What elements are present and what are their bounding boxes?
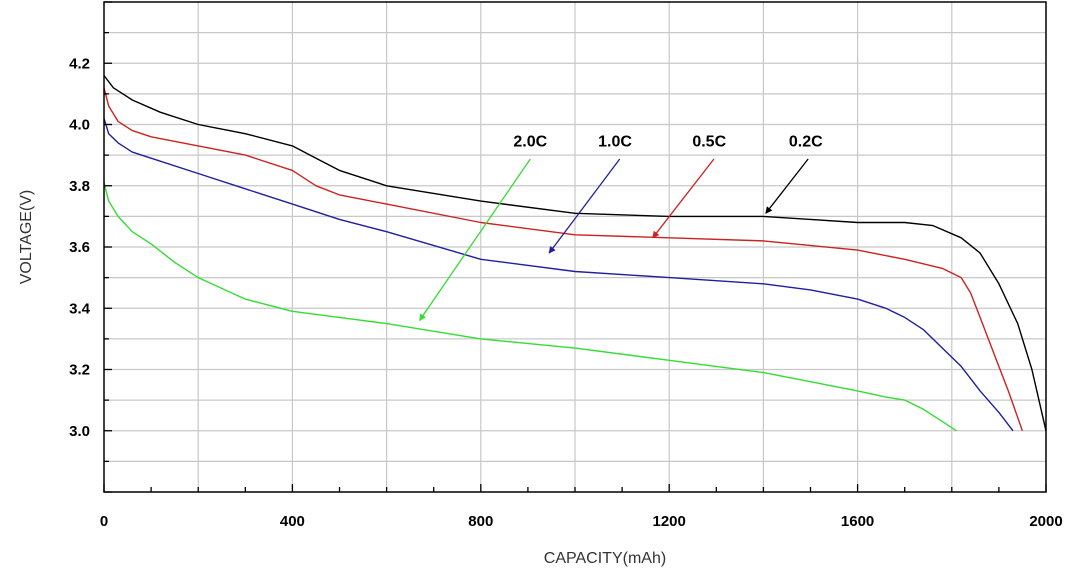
y-tick-label: 3.2 — [69, 362, 90, 379]
y-tick-label: 3.4 — [69, 300, 91, 317]
y-tick-label: 3.8 — [69, 178, 90, 195]
x-axis-title: CAPACITY(mAh) — [544, 550, 666, 567]
x-tick-label: 2000 — [1029, 513, 1062, 530]
series-line-1_0C — [103, 118, 1014, 432]
y-tick-label: 3.0 — [69, 423, 90, 440]
y-axis-title: VOLTAGE(V) — [18, 190, 35, 285]
grid — [104, 2, 1046, 492]
series-arrow-2_0C — [419, 158, 531, 322]
series-annotations: 2.0C 1.0C 0.5C 0.2C — [419, 134, 823, 322]
series-label-1_0C: 1.0C — [598, 134, 632, 151]
y-tick-label: 4.0 — [69, 117, 90, 134]
series-arrow-0_2C — [765, 158, 809, 214]
series-label-0_2C: 0.2C — [789, 134, 823, 151]
series-arrow-0_5C — [652, 158, 715, 239]
x-tick-label: 800 — [468, 513, 493, 530]
series-line-0_2C — [103, 75, 1047, 431]
series-label-2_0C: 2.0C — [513, 134, 547, 151]
series-lines — [103, 75, 1047, 432]
axis-ticks: 0 400 800 1200 1600 2000 3.0 3.2 3.4 3.6 3.8 4.0 4.2 — [69, 1, 1063, 530]
y-tick-label: 4.2 — [69, 55, 90, 72]
x-tick-label: 0 — [100, 513, 108, 530]
x-tick-label: 1200 — [653, 513, 686, 530]
series-label-0_5C: 0.5C — [692, 134, 726, 151]
series-line-0_5C — [103, 87, 1024, 432]
x-tick-label: 1600 — [841, 513, 874, 530]
series-arrow-1_0C — [548, 158, 621, 254]
y-tick-label: 3.6 — [69, 239, 90, 256]
x-tick-label: 400 — [280, 513, 305, 530]
series-line-2_0C — [103, 182, 957, 432]
